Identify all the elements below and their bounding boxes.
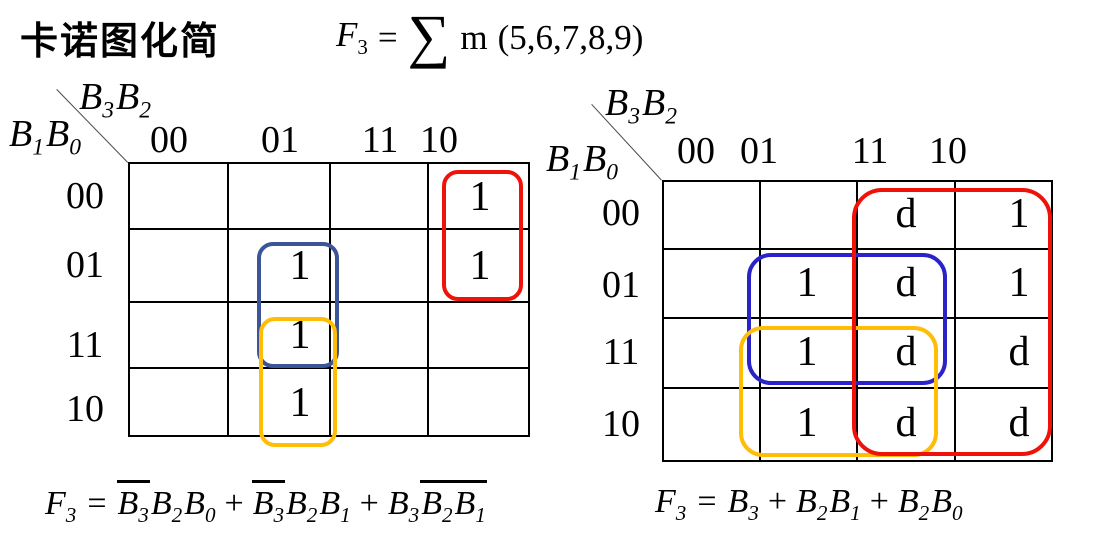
math-term: B0 xyxy=(931,483,963,525)
row-label-01: 01 xyxy=(602,264,640,306)
math-term: B0 xyxy=(583,138,618,186)
column-label-00: 00 xyxy=(150,119,188,161)
row-label-10: 10 xyxy=(602,403,640,445)
function-letter: F xyxy=(336,14,358,54)
math-term-complemented: B3 xyxy=(251,480,286,527)
math-term-complemented: B2 xyxy=(420,480,454,527)
function-symbol: F3 xyxy=(336,17,368,58)
top-variables-label: B3B2 xyxy=(604,82,678,131)
grid-vline xyxy=(427,162,429,437)
math-term-complemented: B1 xyxy=(453,480,487,527)
grid-hline xyxy=(128,301,530,303)
cell-value-r1c1: 1 xyxy=(289,243,311,289)
operator-equals: = xyxy=(697,483,717,520)
cell-value-r1c2: d xyxy=(895,260,917,306)
group-loop-blue xyxy=(257,242,339,368)
math-term-complemented: B3 xyxy=(116,480,150,527)
math-term: B2 xyxy=(642,82,677,130)
row-label-10: 10 xyxy=(66,388,104,430)
cell-value-r1c3: 1 xyxy=(1008,260,1030,306)
row-label-00: 00 xyxy=(602,192,640,234)
group-loop-yellow xyxy=(259,317,337,447)
group-loop-yellow xyxy=(739,326,938,457)
column-label-10: 10 xyxy=(420,119,458,161)
math-term: B1 xyxy=(319,485,351,527)
cell-value-r3c1: 1 xyxy=(289,380,311,426)
math-term: F3 xyxy=(45,485,77,527)
math-term: B3 xyxy=(387,485,420,527)
column-label-11: 11 xyxy=(361,119,399,161)
side-variables-label: B1B0 xyxy=(545,138,619,187)
cell-value-r3c1: 1 xyxy=(796,400,818,446)
math-term: B2 xyxy=(150,485,183,527)
row-label-01: 01 xyxy=(66,244,104,286)
math-term: B2 xyxy=(116,76,151,124)
row-label-11: 11 xyxy=(602,331,640,373)
column-label-01: 01 xyxy=(740,130,778,172)
group-loop-blue xyxy=(747,253,947,385)
top-variables-label: B3B2 xyxy=(78,76,152,125)
grid-vline xyxy=(227,162,229,437)
math-term: B3 xyxy=(79,76,114,124)
math-term: B3 xyxy=(727,483,759,525)
operator-equals: = xyxy=(87,485,107,522)
cell-value-r2c2: d xyxy=(895,329,917,375)
column-label-01: 01 xyxy=(261,119,299,161)
math-term: B3 xyxy=(605,82,640,130)
kmap-right-result-formula: F3 = B3 + B2B1 + B2B0 xyxy=(654,480,964,525)
operator-plus: + xyxy=(869,483,889,520)
column-label-11: 11 xyxy=(851,130,889,172)
grid-vline xyxy=(856,180,858,462)
grid-hline xyxy=(662,317,1053,319)
cell-value-r1c1: 1 xyxy=(796,260,818,306)
kmap-left-result-formula: F3 = B3B2B0 + B3B2B1 + B3B2B1 xyxy=(44,480,487,527)
column-label-00: 00 xyxy=(677,130,715,172)
math-term: B0 xyxy=(184,485,216,527)
grid-hline xyxy=(662,387,1053,389)
minterm-list: (5,6,7,8,9) xyxy=(497,17,644,57)
minterm-m-symbol: m xyxy=(460,17,488,57)
cell-value-r2c1: 1 xyxy=(289,312,311,358)
math-term: B2 xyxy=(897,483,930,525)
operator-plus: + xyxy=(224,485,244,522)
grid-vline xyxy=(759,180,761,462)
cell-value-r0c2: d xyxy=(895,191,917,237)
group-loop-red xyxy=(442,170,523,301)
minterm-expression: F3 = ∑ m (5,6,7,8,9) xyxy=(336,2,643,72)
sum-symbol: ∑ xyxy=(407,3,451,69)
function-subscript: 3 xyxy=(357,34,368,59)
equals-sign: = xyxy=(377,17,398,57)
grid-vline xyxy=(954,180,956,462)
math-term: B2 xyxy=(286,485,318,527)
operator-plus: + xyxy=(767,483,788,520)
math-term: B1 xyxy=(546,138,581,186)
row-label-00: 00 xyxy=(66,175,104,217)
math-term: B0 xyxy=(46,113,81,161)
grid-vline xyxy=(329,162,331,437)
math-term: B1 xyxy=(829,483,861,525)
cell-value-r2c3: d xyxy=(1008,329,1030,375)
cell-value-r1c3: 1 xyxy=(469,243,491,289)
operator-plus: + xyxy=(359,485,379,522)
page-title: 卡诺图化简 xyxy=(20,21,221,63)
cell-value-r2c1: 1 xyxy=(796,329,818,375)
group-loop-red xyxy=(852,188,1052,456)
cell-value-r0c3: 1 xyxy=(469,174,491,220)
math-term: B1 xyxy=(9,113,44,161)
math-term: B2 xyxy=(796,483,828,525)
row-label-11: 11 xyxy=(66,324,104,366)
math-term: F3 xyxy=(655,483,687,525)
column-label-10: 10 xyxy=(929,130,967,172)
cell-value-r3c2: d xyxy=(895,400,917,446)
side-variables-label: B1B0 xyxy=(8,113,82,162)
grid-hline xyxy=(128,367,530,369)
